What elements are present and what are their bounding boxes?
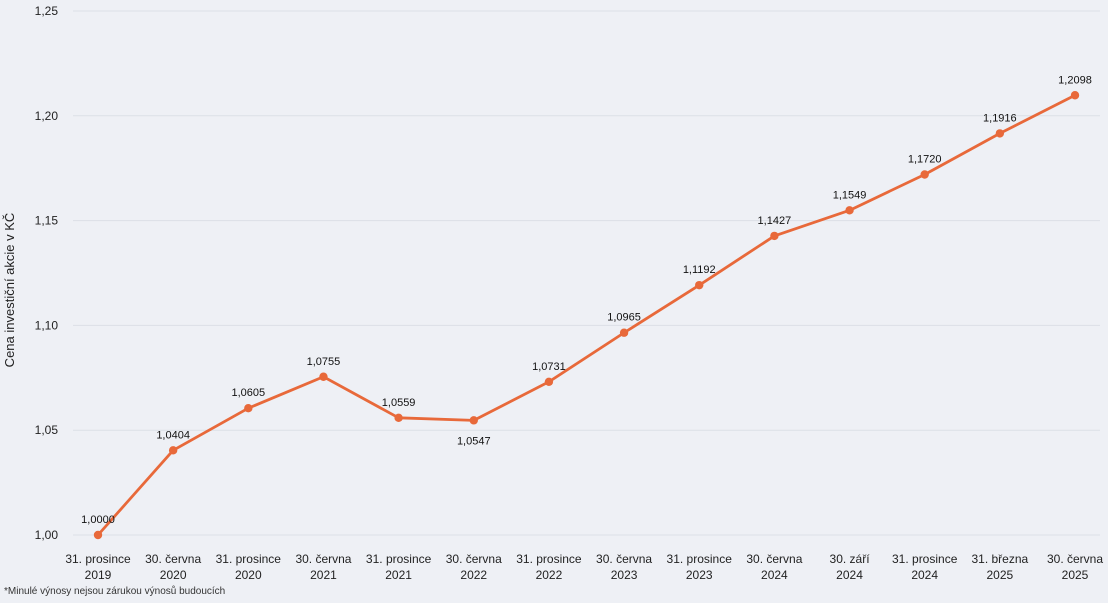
data-label: 1,1549 xyxy=(833,189,867,201)
x-tick-label-year: 2021 xyxy=(310,568,337,582)
data-point xyxy=(469,416,478,425)
x-tick-label: 31. prosince xyxy=(516,552,582,566)
data-label: 1,0547 xyxy=(457,435,491,447)
y-axis: 1,00 1,05 1,10 1,15 1,20 1,25 xyxy=(35,4,59,542)
data-label-layer: 1,0000 1,0404 1,0605 1,0755 1,0559 1,0547 1,07… xyxy=(81,74,1092,526)
y-tick-label: 1,20 xyxy=(35,109,59,123)
footnote: *Minulé výnosy nejsou zárukou výnosů bud… xyxy=(4,586,226,597)
x-tick-label: 30. června xyxy=(746,552,802,566)
series-layer xyxy=(93,91,1080,540)
y-tick-label: 1,15 xyxy=(35,214,59,228)
x-tick-label-year: 2022 xyxy=(536,568,563,582)
y-tick-label: 1,25 xyxy=(35,4,59,18)
x-tick-label-year: 2025 xyxy=(1062,568,1089,582)
x-tick-label: 31. prosince xyxy=(366,552,432,566)
data-label: 1,0965 xyxy=(607,312,641,324)
x-tick-label-year: 2023 xyxy=(686,568,713,582)
x-tick-label: 31. prosince xyxy=(216,552,282,566)
x-tick-label-year: 2024 xyxy=(836,568,863,582)
data-point xyxy=(695,280,704,290)
x-tick-label: 30. září xyxy=(830,552,871,566)
x-tick-label: 31. prosince xyxy=(892,552,958,566)
data-label: 1,0404 xyxy=(156,429,190,441)
y-tick-label: 1,00 xyxy=(35,528,59,542)
x-tick-label: 31. prosince xyxy=(667,552,733,566)
data-point xyxy=(168,446,178,455)
data-label: 1,0731 xyxy=(532,361,566,373)
data-point xyxy=(244,403,253,413)
data-point xyxy=(920,170,929,179)
data-point xyxy=(93,530,103,540)
y-axis-label: Cena investiční akcie v KČ xyxy=(2,213,17,368)
x-tick-label: 31. března xyxy=(971,552,1028,566)
data-point xyxy=(845,206,854,215)
x-tick-label: 31. prosince xyxy=(65,552,131,566)
x-tick-label: 30. června xyxy=(1047,552,1103,566)
x-tick-label-year: 2020 xyxy=(235,568,262,582)
data-point xyxy=(619,328,629,337)
data-label: 1,1427 xyxy=(758,215,792,227)
x-tick-label: 30. června xyxy=(145,552,201,566)
x-tick-label-year: 2019 xyxy=(85,568,112,582)
x-tick-label: 30. června xyxy=(446,552,502,566)
x-tick-label-year: 2025 xyxy=(986,568,1013,582)
data-point xyxy=(319,372,328,381)
x-tick-label-year: 2022 xyxy=(460,568,487,582)
grid-layer xyxy=(73,10,1100,536)
x-tick-label: 30. června xyxy=(295,552,351,566)
x-axis: 31. prosince 2019 30. června 2020 31. prosin… xyxy=(65,552,1103,582)
series-line xyxy=(96,93,1077,537)
data-label: 1,1916 xyxy=(983,112,1017,124)
data-label: 1,0000 xyxy=(81,514,115,526)
data-label: 1,2098 xyxy=(1058,74,1092,86)
x-tick-label-year: 2023 xyxy=(611,568,638,582)
x-tick-label-year: 2021 xyxy=(385,568,412,582)
data-label: 1,1192 xyxy=(683,264,716,276)
x-tick-label: 30. června xyxy=(596,552,652,566)
data-point xyxy=(1070,91,1080,100)
data-label: 1,0755 xyxy=(307,356,341,368)
x-tick-label-year: 2024 xyxy=(911,568,938,582)
data-point xyxy=(394,413,403,423)
y-tick-label: 1,05 xyxy=(35,423,59,437)
y-tick-label: 1,10 xyxy=(35,318,59,332)
data-point xyxy=(995,129,1005,138)
data-label: 1,1720 xyxy=(908,153,942,165)
data-label: 1,0559 xyxy=(382,397,416,409)
x-tick-label-year: 2020 xyxy=(160,568,187,582)
data-point xyxy=(544,377,554,386)
x-tick-label-year: 2024 xyxy=(761,568,788,582)
data-point xyxy=(770,231,779,241)
data-label: 1,0605 xyxy=(231,387,265,399)
